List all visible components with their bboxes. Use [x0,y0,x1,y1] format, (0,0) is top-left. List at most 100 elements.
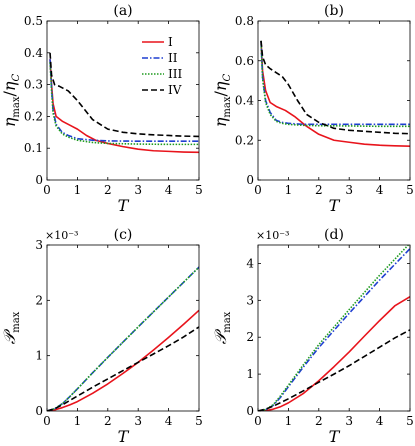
x-tick-label: 0 [254,183,262,197]
x-tick-label: 1 [285,414,293,428]
x-tick-label: 4 [376,183,384,197]
axis-multiplier: ×10⁻³ [45,229,78,242]
x-tick-label: 1 [74,414,82,428]
y-tick-label: 0.4 [24,46,43,60]
x-tick-label: 4 [165,183,173,197]
ylabel-max: max [222,311,233,332]
legend-label-IV: IV [168,83,182,97]
x-tick-label: 2 [104,414,112,428]
ylabel-slash: / [211,90,230,96]
series-line-III [49,62,199,146]
x-tick-label: 2 [315,183,323,197]
x-tick-label: 4 [165,414,173,428]
x-tick-label: 3 [134,183,142,197]
ylabel-slash: / [0,90,19,96]
y-tick-label: 0.3 [24,78,43,92]
y-tick-label: 1 [246,367,254,381]
panel-title: (a) [113,3,132,19]
x-axis-label: T [329,196,341,215]
ylabel-max: max [11,96,22,117]
series-line-IV [47,326,199,411]
y-tick-label: 0 [246,404,254,418]
series-group [49,52,199,154]
series-line-III [258,245,410,411]
ylabel-eta2: η [211,81,230,91]
axes-frame [46,244,200,412]
ylabel-c: C [11,73,22,81]
y-tick-label: 3 [35,238,43,252]
y-axis-label: 𝒫max [0,311,22,344]
y-tick-label: 0.2 [235,133,254,147]
x-tick-label: 3 [345,183,353,197]
y-tick-label: 0.5 [24,14,43,28]
panel-title: (b) [324,3,344,19]
y-tick-label: 0.8 [235,14,254,28]
y-axis-label: ηmax/ηC [211,73,233,127]
y-tick-label: 0.2 [24,109,43,123]
legend-label-I: I [168,35,173,49]
y-tick-label: 4 [246,256,254,270]
x-tick-label: 5 [406,183,414,197]
y-tick-label: 0.1 [24,141,43,155]
y-tick-label: 2 [35,293,43,307]
ylabel-eta: η [211,117,230,127]
x-tick-label: 0 [43,414,51,428]
series-group [47,266,199,411]
series-line-I [260,40,410,148]
y-tick-label: 0.6 [235,54,254,68]
y-tick-label: 0 [246,173,254,187]
x-axis-label: T [329,427,341,446]
y-tick-label: 2 [246,330,254,344]
series-line-IV [49,52,199,138]
y-tick-label: 1 [35,349,43,363]
y-tick-label: 0.4 [235,94,254,108]
series-line-II [260,40,410,126]
x-tick-label: 5 [195,183,203,197]
series-line-III [260,40,410,128]
ylabel-max: max [222,96,233,117]
x-axis-label: T [118,196,130,215]
series-line-IV [260,40,410,135]
y-axis-label: 𝒫max [211,311,233,344]
legend-label-II: II [168,51,178,65]
x-tick-label: 3 [134,414,142,428]
series-group [260,40,410,148]
series-line-I [47,309,199,411]
x-tick-label: 4 [376,414,384,428]
series-line-II [49,59,199,142]
y-axis-label: ηmax/ηC [0,73,22,127]
x-tick-label: 5 [195,414,203,428]
series-line-I [49,59,199,154]
series-line-II [47,266,199,411]
panel-title: (c) [114,227,133,243]
axes-frame [257,244,411,412]
panel-c: 0 1 2 3 4 5 0 1 2 3 (c) T 𝒫max ×10⁻³ [0,227,203,446]
x-axis-label: T [118,427,130,446]
x-tick-label: 0 [254,414,262,428]
panel-title: (d) [324,227,344,243]
axes-frame [46,20,200,181]
legend-label-III: III [168,67,182,81]
panel-d: 0 1 2 3 4 5 0 1 2 3 4 (d) T 𝒫max ×10⁻³ [211,227,414,446]
ylabel-eta: η [0,117,19,127]
series-line-III [47,266,199,411]
x-tick-label: 1 [74,183,82,197]
y-tick-label: 0 [35,404,43,418]
ylabel-eta2: η [0,81,19,91]
axis-multiplier: ×10⁻³ [256,229,289,242]
series-line-I [258,295,410,411]
x-tick-label: 2 [315,414,323,428]
axes-frame [257,20,411,181]
y-tick-label: 3 [246,293,254,307]
x-tick-label: 5 [406,414,414,428]
series-line-II [258,248,410,411]
series-line-IV [258,329,410,411]
series-group [258,245,410,411]
x-tick-label: 0 [43,183,51,197]
ylabel-max: max [11,311,22,332]
y-tick-label: 0 [35,173,43,187]
